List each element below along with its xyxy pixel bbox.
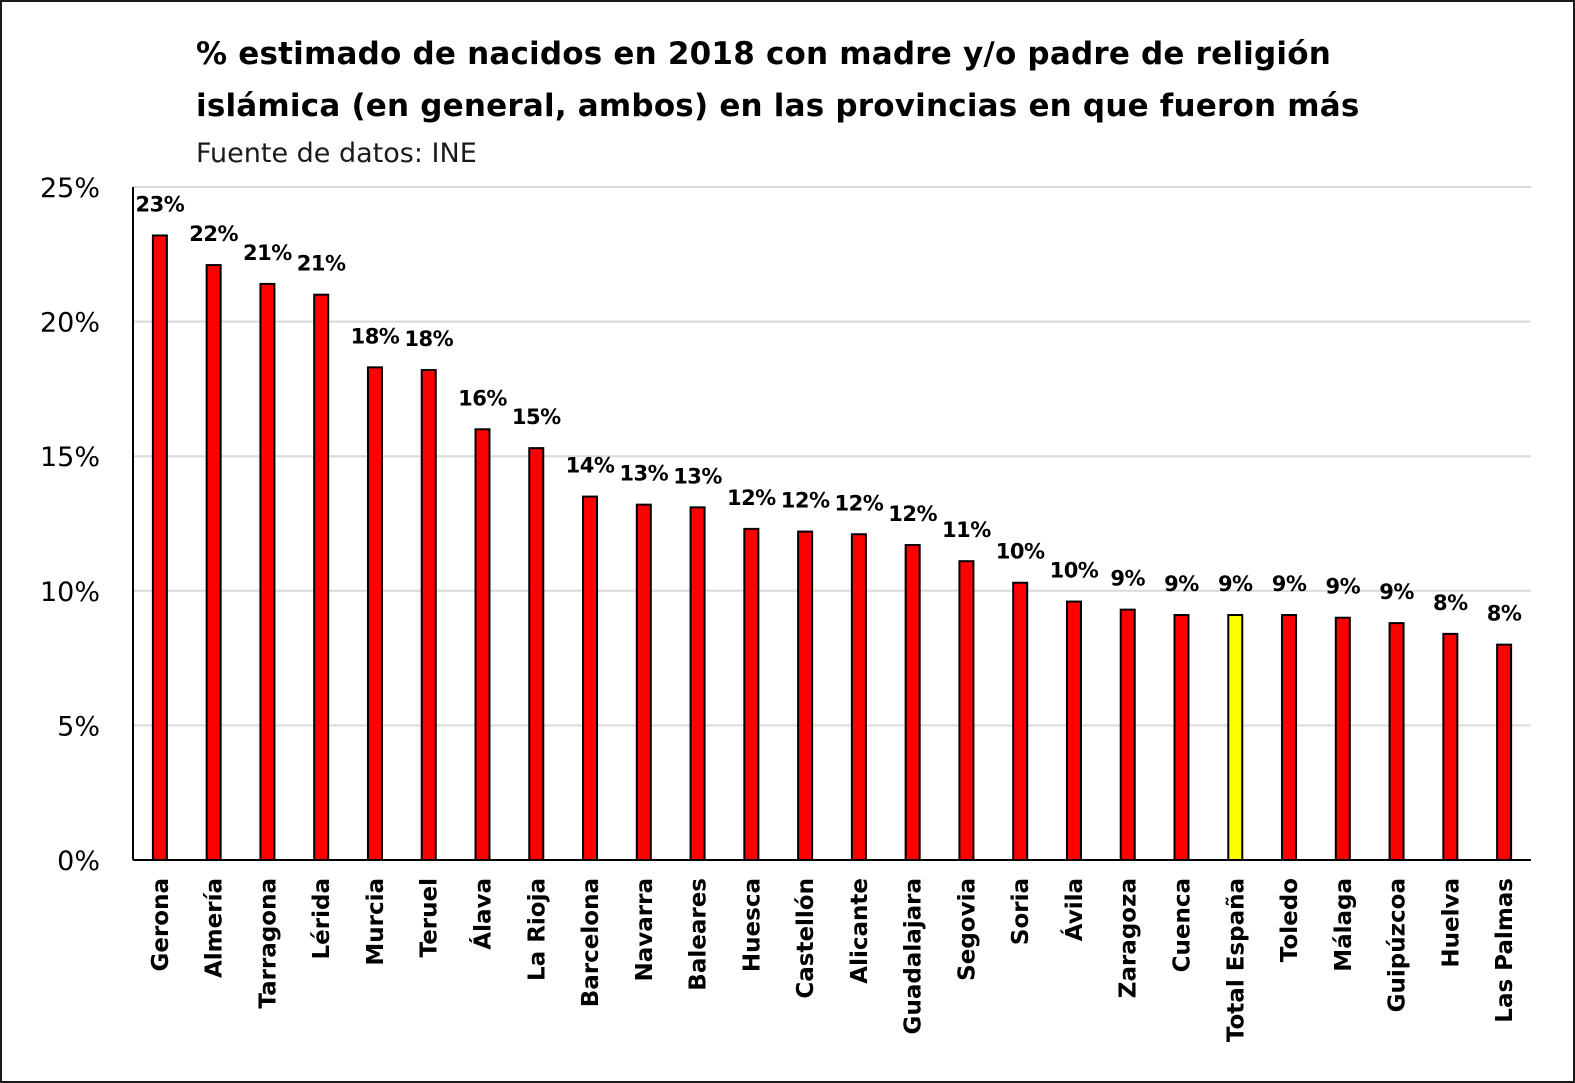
data-label: 22% [189,222,238,246]
y-tick-label: 0% [57,846,100,877]
bar [151,234,168,861]
y-tick-label: 20% [40,308,100,339]
data-label: 9% [1379,580,1414,604]
bar [904,544,921,861]
y-tick-label: 15% [40,442,100,473]
bar [1119,608,1136,861]
data-label: 21% [297,252,346,276]
bar [1065,600,1082,861]
data-label: 12% [888,502,937,526]
x-tick-label: Total España [1223,878,1249,1042]
bar [1173,614,1190,862]
bar [420,369,437,861]
x-tick-label: Huesca [739,878,765,972]
x-tick-label: Almería [202,878,228,978]
x-tick-label: Alicante [847,878,873,984]
x-tick-label: La Rioja [524,878,550,981]
data-label: 9% [1325,575,1360,599]
bar [1388,622,1405,861]
data-label: 8% [1487,602,1522,626]
x-tick-label: Castellón [793,878,819,999]
bar [850,533,867,861]
x-tick-label: Málaga [1331,878,1357,972]
data-label: 23% [136,192,185,216]
x-tick-label: Teruel [417,878,443,957]
data-label: 9% [1110,567,1145,591]
data-label: 13% [673,464,722,488]
bar [1442,632,1459,862]
data-label: 18% [351,324,400,348]
bar [1281,614,1298,862]
chart-title-line-1: % estimado de nacidos en 2018 con madre … [196,36,1331,72]
y-tick-label: 25% [40,173,100,204]
data-label: 9% [1164,572,1199,596]
x-tick-label: Murcia [363,878,389,966]
data-label: 12% [781,489,830,513]
data-label: 21% [243,241,292,265]
x-tick-label: Ávila [1060,878,1088,941]
x-tick-label: Lérida [309,878,335,959]
data-label: 12% [727,486,776,510]
bar [797,530,814,861]
data-label: 16% [458,386,507,410]
x-tick-label: Gerona [148,878,174,972]
data-label: 13% [619,462,668,486]
x-tick-label: Huelva [1438,878,1464,968]
bar [1334,616,1351,861]
bar [474,428,491,861]
data-label: 12% [835,491,884,515]
bar [635,503,652,861]
bar [528,447,545,861]
x-tick-label: Las Palmas [1492,878,1518,1023]
bar [582,495,599,861]
bar [743,527,760,861]
x-tick-label: Cuenca [1170,878,1196,972]
data-label: 10% [1050,559,1099,583]
data-label: 9% [1272,572,1307,596]
bar [1012,581,1029,861]
chart-subtitle: Fuente de datos: INE [196,138,477,169]
bar [313,293,330,861]
x-tick-label: Guadalajara [901,878,927,1034]
data-label: 9% [1218,572,1253,596]
x-tick-label: Tarragona [255,878,281,1009]
x-tick-label: Segovia [954,878,980,981]
bar [1496,643,1513,862]
x-tick-label: Navarra [632,878,658,982]
x-tick-label: Barcelona [578,878,604,1007]
chart-title-line-2: islámica (en general, ambos) en las prov… [196,88,1360,124]
bar [1227,614,1244,862]
bar [205,264,222,861]
y-tick-label: 10% [40,577,100,608]
x-tick-label: Toledo [1277,878,1303,962]
bar [259,282,276,861]
x-tick-label: Soria [1008,878,1034,945]
y-tick-label: 5% [57,711,100,742]
bar [366,366,383,861]
x-tick-label: Zaragoza [1116,878,1142,998]
bar [958,560,975,861]
x-tick-label: Álava [469,878,497,950]
bar [689,506,706,861]
data-label: 18% [404,327,453,351]
data-label: 8% [1433,591,1468,615]
data-label: 15% [512,405,561,429]
x-tick-label: Guipúzcoa [1385,878,1411,1012]
x-tick-label: Baleares [686,878,712,991]
data-label: 14% [566,454,615,478]
data-label: 11% [942,518,991,542]
data-label: 10% [996,540,1045,564]
